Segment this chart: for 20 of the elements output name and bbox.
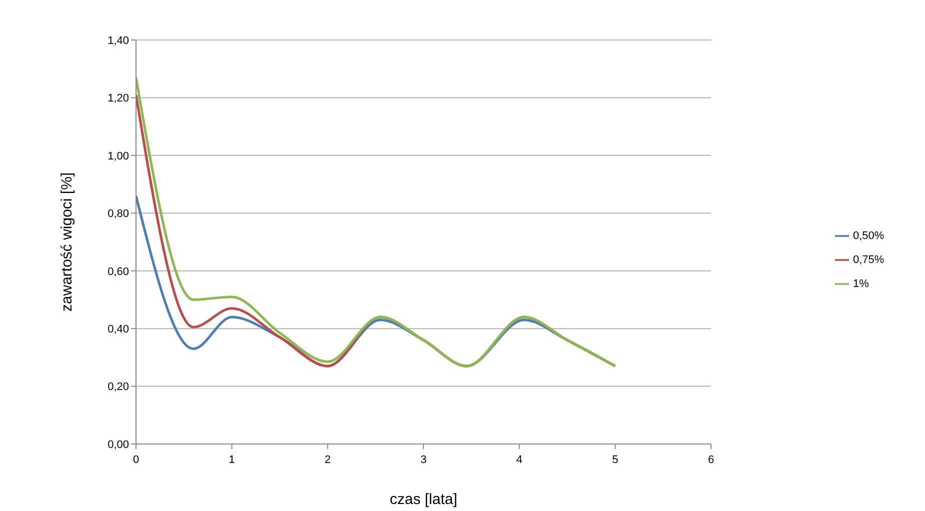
x-tick-label: 4 [516,454,522,466]
legend-label: 0,75% [853,254,884,266]
y-tick-label: 0,40 [108,323,129,336]
x-tick-label: 6 [708,454,714,466]
y-tick-label: 1,20 [108,92,129,105]
x-tick-label: 5 [612,454,618,466]
y-tick-label: 1,00 [108,150,129,162]
y-tick-label: 0,20 [108,381,129,394]
x-tick-label: 3 [420,454,427,466]
x-tick-label: 2 [324,454,331,466]
y-tick-label: 1,40 [108,34,129,47]
legend-label: 1% [853,278,869,290]
y-tick-label: 0,00 [108,438,129,451]
x-tick-label: 0 [132,454,140,466]
y-tick-label: 0,60 [108,266,129,278]
x-axis-title: czas [lata] [390,491,458,508]
x-tick-label: 1 [228,454,235,466]
legend-label: 0,50% [853,230,884,242]
y-axis-title: zawartość wigoci [%] [58,172,76,312]
y-tick-label: 0,80 [108,208,129,220]
